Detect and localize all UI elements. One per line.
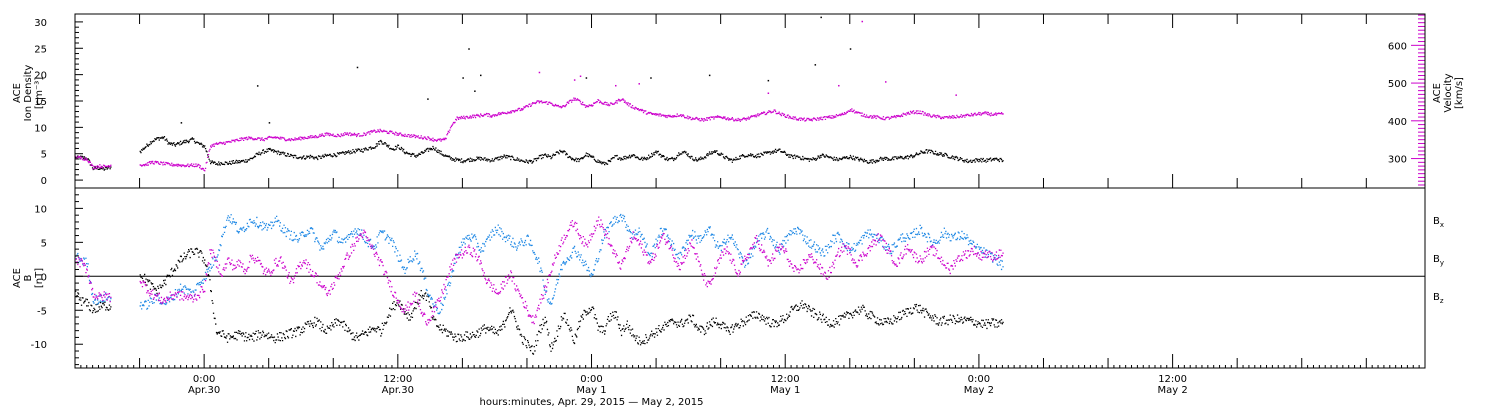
velocity-series-1	[139, 97, 1004, 172]
density-tick-label: 0	[41, 176, 47, 187]
velocity-series-0	[75, 155, 112, 170]
date-tick-label: Apr.30	[188, 385, 220, 396]
time-tick-label: 12:00	[771, 374, 800, 385]
magnetic-field-panel: -10 -5 0 5 10 ACE B [nT] Bx By Bz	[12, 187, 1444, 369]
field-Bz-series-0	[75, 256, 112, 303]
time-tick-label: 0:00	[580, 374, 602, 385]
velocity-outlier-point	[638, 83, 640, 85]
date-tick-label: May 2	[964, 385, 994, 396]
field-axis-label: ACE	[12, 268, 23, 288]
legend-By: By	[1433, 254, 1444, 267]
density-tick-label: 20	[34, 71, 47, 82]
density-outlier-point	[256, 85, 259, 87]
field-axis-label: [nT]	[34, 268, 45, 288]
time-tick-label: 0:00	[968, 374, 990, 385]
velocity-outlier-point	[573, 79, 576, 81]
bottom-panel-frame	[74, 187, 1426, 369]
density-axis-label: ACE	[12, 83, 23, 103]
density-outlier-point	[585, 77, 588, 79]
density-tick-label: 10	[34, 123, 47, 134]
density-outlier-point	[650, 77, 652, 79]
time-tick-label: 0:00	[193, 374, 215, 385]
density-outlier-point	[820, 16, 822, 19]
velocity-tick-label: 400	[1388, 117, 1407, 128]
density-outlier-point	[480, 74, 482, 77]
velocity-tick-label: 500	[1388, 79, 1407, 90]
legend-Bx: Bx	[1433, 216, 1444, 229]
field-Bz-series-1	[139, 216, 1004, 326]
top-panel-frame	[74, 13, 1426, 189]
velocity-outlier-point	[955, 94, 957, 96]
density-tick-label: 15	[34, 97, 47, 108]
field-tick-label: -10	[31, 340, 47, 351]
field-tick-label: -5	[37, 306, 47, 317]
density-outlier-point	[180, 122, 183, 124]
legend-subscript: z	[1440, 297, 1444, 305]
density-outlier-point	[468, 48, 470, 50]
density-axis-label: [cm⁻³]	[34, 77, 45, 109]
velocity-axis-label: Velocity	[1443, 73, 1454, 112]
date-tick-label: May 1	[576, 385, 606, 396]
date-tick-label: May 1	[770, 385, 800, 396]
density-tick-label: 5	[41, 150, 47, 161]
date-tick-label: May 2	[1157, 385, 1187, 396]
velocity-outlier-point	[861, 20, 864, 23]
density-tick-label: 25	[34, 44, 47, 55]
time-tick-label: 12:00	[1158, 374, 1187, 385]
velocity-tick-label: 300	[1388, 155, 1407, 166]
density-outlier-point	[356, 66, 359, 69]
density-outlier-point	[849, 48, 852, 50]
field-Bx-series-0	[75, 290, 112, 314]
legend-Bz: Bz	[1433, 292, 1444, 305]
density-outlier-point	[427, 98, 429, 100]
legend-subscript: y	[1440, 259, 1444, 267]
velocity-outlier-point	[538, 71, 541, 74]
velocity-outlier-point	[579, 75, 582, 78]
field-tick-label: 5	[41, 238, 47, 249]
density-outlier-point	[814, 64, 817, 66]
density-axis-label: Ion Density	[23, 65, 34, 122]
legend-subscript: x	[1440, 221, 1444, 229]
velocity-outlier-point	[885, 81, 887, 83]
velocity-outlier-point	[767, 92, 770, 95]
date-tick-label: Apr.30	[382, 385, 414, 396]
density-series-1	[139, 136, 1004, 166]
velocity-axis-label: [km/s]	[1454, 77, 1465, 109]
field-axis-label: B	[23, 274, 34, 281]
field-tick-label: 0	[41, 272, 47, 283]
velocity-outlier-point	[838, 84, 840, 87]
density-outlier-point	[474, 90, 476, 92]
density-outlier-point	[708, 74, 711, 77]
density-outlier-point	[767, 79, 770, 82]
velocity-outlier-point	[615, 84, 617, 87]
density-outlier-point	[462, 77, 464, 79]
time-tick-label: 12:00	[383, 374, 412, 385]
field-Bx-series-1	[139, 247, 1004, 355]
field-tick-label: 10	[34, 204, 47, 215]
density-outlier-point	[268, 122, 271, 124]
density-tick-label: 30	[34, 18, 47, 29]
field-By-series-1	[139, 213, 1004, 315]
time-axis-title: hours:minutes, Apr. 29, 2015 — May 2, 20…	[480, 397, 704, 408]
velocity-tick-label: 600	[1388, 41, 1407, 52]
velocity-axis-label: ACE	[1432, 83, 1443, 103]
